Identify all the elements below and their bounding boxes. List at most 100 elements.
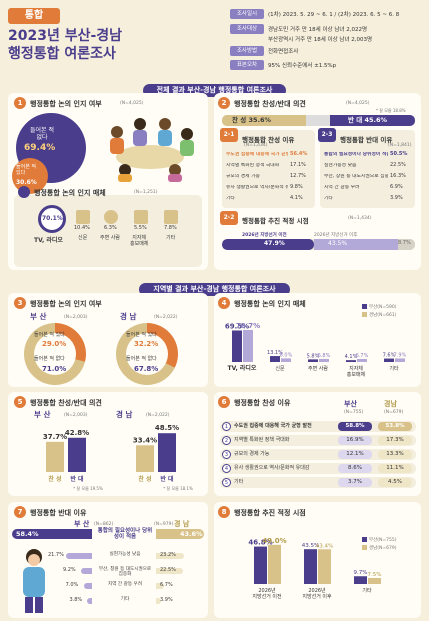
busan-value: 16.9% (338, 436, 372, 445)
bar-busan (346, 360, 356, 362)
category-label: 지자체 (349, 365, 363, 372)
media-label: 주변 사람 (100, 235, 120, 241)
legend-swatch-busan (362, 304, 367, 309)
category-label: 주변 사람 (308, 365, 328, 372)
not-heard-label: 들어본 적 없다 (30, 127, 54, 141)
con-reason-title: 행정통합 반대 이유 (340, 136, 393, 144)
bar-value: 43.4% (316, 543, 333, 549)
gyeongnam-label: 경 남 (120, 312, 137, 321)
bar-value: 6.7% (356, 353, 369, 359)
media-label: 신문 (78, 235, 88, 241)
donut-hole (126, 333, 168, 375)
category-label: 홍보매체 (347, 371, 366, 378)
panel-title: 행정통합 찬성 이유 (234, 399, 291, 407)
bar-gyeongnam (357, 358, 367, 362)
reason-label: 실현가능성 낮음 (109, 552, 141, 557)
gyeongnam-bar (156, 598, 161, 604)
person-thinking-illustration (23, 549, 45, 613)
header-tag: 통합 (8, 8, 60, 24)
bar-busan (254, 546, 267, 584)
legend-swatch-busan (362, 537, 367, 542)
con-segment (330, 115, 415, 126)
info-row: 부산광역시 거주 만 18세 이상 남녀 2,003명 (268, 37, 373, 43)
bar-busan (232, 330, 242, 362)
bar-value: 4.1% (345, 354, 358, 360)
bar-label: 반 대 (160, 475, 174, 483)
reason-label: 기타 (234, 479, 244, 485)
gyeongnam-value: 17.3% (378, 436, 412, 445)
con-reason-n: (N=1,841) (388, 143, 412, 148)
reason-label: 규모의 경제 가능 (234, 451, 270, 457)
category-label: TV, 라디오 (228, 364, 257, 372)
legend-gyeongnam: 경남(N=661) (369, 313, 397, 318)
busan-label: 부 산 (34, 410, 51, 419)
media-n: (N=1,251) (134, 190, 158, 195)
bar-gyeongnam (281, 358, 291, 362)
reason-label: 부산, 창원 등 대도시권으로 집중화 (98, 567, 152, 578)
pro-label: 찬 성 35.6% (232, 116, 272, 124)
media-label: 기타 (166, 235, 176, 241)
people-icon (104, 210, 118, 224)
heard-label: 들어본 적 있다 (16, 164, 36, 176)
reason-label: 수도권 집중에 대응해 국가 균형 발전 (234, 423, 312, 429)
reason-value: 16.3% (390, 173, 406, 179)
gyeongnam-top-bar (156, 529, 204, 539)
reason-value: 22.5% (390, 162, 406, 168)
gyeongnam-bar (156, 553, 184, 559)
row-number: 4 (222, 464, 231, 473)
bar-pro (46, 441, 64, 472)
panel-n: (N=4,025) (120, 101, 144, 106)
timing-bar (222, 239, 415, 250)
bar-value: 7.5% (368, 572, 382, 578)
gyeongnam-label: 경 남 (116, 410, 133, 419)
heard-label: 들어본 적 있다 (126, 332, 157, 338)
heard-label: 들어본 적 있다 (34, 332, 65, 338)
pro-segment (222, 115, 306, 126)
reason-label: 지역 간 갈등 우려 (324, 185, 360, 190)
busan-value: 9.2% (62, 567, 76, 573)
bar-value: 69.5% (225, 322, 249, 330)
bar-value: 7.9% (394, 352, 407, 358)
timing-value: 43.5% (328, 240, 348, 247)
panel-title: 행정통합 논의 인지 매체 (234, 300, 306, 308)
bar-pro (136, 445, 154, 472)
timing-value: 8.7% (398, 240, 411, 246)
bar-value: 48.5% (155, 424, 179, 432)
reason-label: 유사 생활권으로 역사/문화적 유대감 (234, 465, 310, 471)
bar-con (158, 433, 176, 472)
bar-value: 6.8% (318, 353, 331, 359)
bar-gyeongnam (268, 544, 281, 584)
bar-gyeongnam (395, 358, 405, 362)
bar-value: 70.7% (236, 322, 260, 330)
busan-value: 12.1% (338, 450, 372, 459)
media-value: 10.4% (74, 225, 90, 231)
bar-value: 7.6% (383, 353, 396, 359)
con-top-label: 통합의 필요성이나 당위성이 적음 (97, 528, 153, 541)
gyeongnam-n: (N=2,022) (146, 413, 170, 418)
busan-bar (80, 568, 92, 574)
bar-value: 9.7% (354, 570, 368, 576)
panel-n: (N=4,025) (346, 101, 370, 106)
media-value: 6.3% (104, 225, 117, 231)
legend-swatch-gyeongnam (362, 545, 367, 550)
bar-label: 찬 성 (48, 475, 61, 483)
reason-label: 기타 (324, 196, 333, 201)
timing-segment-after (314, 239, 398, 250)
gyeongnam-value: 4.5% (378, 478, 412, 487)
opinion-bar-chart: 37.7% 찬 성 42.8% 반 대 * 잘 모름 19.5% 33.4% 찬 성 48.5… (43, 424, 193, 491)
info-row: 조사방법 전화면접조사 (230, 45, 298, 57)
busan-value: 8.6% (338, 464, 372, 473)
busan-n: (N=2,003) (64, 315, 88, 320)
gyeongnam-value: 3.9% (160, 597, 173, 603)
panel-title: 행정통합 찬성/반대 의견 (234, 100, 306, 108)
badge-2-3: 2-3 (318, 128, 336, 142)
government-icon (134, 210, 148, 224)
timing-segment-other (398, 239, 415, 250)
section-band-overall: 전체 결과 부산-경남 행정통합 여론조사 (0, 77, 429, 97)
busan-bar (83, 583, 92, 589)
reason-row (220, 435, 416, 446)
donut-hole (34, 333, 76, 375)
row-number: 2 (222, 436, 231, 445)
gyeongnam-n: (N=979) (154, 522, 174, 527)
panel-title: 행정통합 추진 적정 시점 (234, 509, 306, 517)
